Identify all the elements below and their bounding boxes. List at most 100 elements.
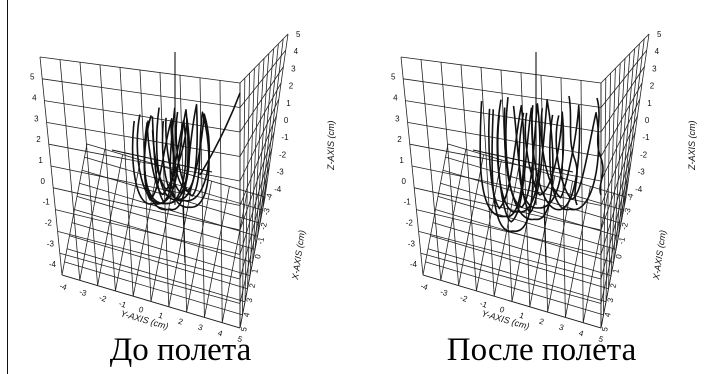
y-tick-label: -2 bbox=[459, 293, 469, 304]
z-tick-label: 0 bbox=[284, 116, 289, 125]
vertical-reference-line-lower bbox=[182, 204, 186, 264]
z-tick-label-left: -3 bbox=[47, 239, 55, 248]
movement-trace bbox=[161, 113, 211, 202]
z-tick-label-left: 0 bbox=[40, 177, 45, 186]
z-tick-label-left: 5 bbox=[30, 73, 35, 82]
gridline bbox=[600, 66, 645, 133]
gridline bbox=[580, 80, 584, 323]
movement-trace bbox=[548, 111, 600, 211]
z-tick-label: 0 bbox=[645, 116, 650, 125]
gridline bbox=[81, 169, 261, 224]
z-tick-label: -1 bbox=[642, 133, 650, 142]
x-tick-label: 1 bbox=[250, 267, 260, 274]
z-tick-label: -4 bbox=[635, 185, 643, 194]
gridline bbox=[239, 115, 277, 206]
gridline bbox=[259, 43, 279, 224]
x-tick-label: -4 bbox=[264, 192, 274, 201]
x-tick-label: 3 bbox=[245, 297, 255, 304]
gridline bbox=[409, 143, 602, 182]
z-tick-label: -3 bbox=[277, 168, 285, 177]
movement-trace-tail bbox=[568, 95, 578, 206]
gridline bbox=[74, 209, 253, 263]
movement-trace bbox=[143, 119, 187, 205]
z-tick-label-left: -3 bbox=[408, 239, 416, 248]
x-tick-label: -1 bbox=[256, 236, 266, 245]
gridline bbox=[623, 38, 645, 211]
z-tick-label: 1 bbox=[286, 99, 291, 108]
z-tick-label-left: 4 bbox=[393, 93, 398, 102]
y-tick-label: -2 bbox=[98, 293, 108, 304]
x-tick-label: -4 bbox=[625, 192, 635, 201]
gridline bbox=[239, 196, 266, 329]
x-axis-title: X-AXIS (cm) bbox=[290, 229, 307, 281]
chart-panel-after-flight: 5 4 3 2 1 0 -1 -2 -3 -4 5 4 3 2 1 0 -1 -2 -3 -4 -4 -3 -2 -1 0 1 2 3… bbox=[361, 0, 722, 374]
z-tick-label: -1 bbox=[281, 133, 289, 142]
gridline bbox=[582, 191, 609, 323]
gridline bbox=[600, 196, 627, 329]
caption-after-flight: После полета bbox=[446, 332, 637, 368]
gridline bbox=[565, 186, 591, 318]
z-tick-label: 2 bbox=[289, 82, 294, 91]
z-tick-label-left: -2 bbox=[406, 218, 414, 227]
x-tick-label: -2 bbox=[259, 221, 269, 230]
z-tick-label: -4 bbox=[274, 185, 282, 194]
z-tick-label: -2 bbox=[279, 150, 287, 159]
x-tick-label: 5 bbox=[239, 326, 249, 333]
chart-after-flight: 543210-1-2-3-4543210-1-2-3-4-4-3-2-10123… bbox=[391, 30, 697, 344]
x-tick-label: 1 bbox=[611, 267, 621, 274]
y-tick-label: 1 bbox=[518, 311, 526, 321]
y-tick-label: 1 bbox=[157, 311, 165, 321]
z-tick-label: -2 bbox=[640, 150, 648, 159]
y-tick-label: -4 bbox=[58, 281, 68, 292]
z-tick-label: 2 bbox=[650, 82, 655, 91]
gridline bbox=[239, 33, 289, 84]
x-tick-label: -3 bbox=[261, 207, 271, 216]
movement-trace-tail bbox=[199, 92, 241, 176]
x-tick-label: -2 bbox=[620, 221, 630, 230]
gridline bbox=[42, 78, 241, 108]
z-axis-title: Z-AXIS (cm) bbox=[326, 121, 336, 172]
z-tick-label-left: -4 bbox=[410, 260, 418, 269]
x-axis-title: X-AXIS (cm) bbox=[651, 229, 668, 281]
y-tick-label: -4 bbox=[419, 281, 429, 292]
x-tick-label: 2 bbox=[247, 282, 257, 289]
y-tick-label: 4 bbox=[217, 328, 225, 338]
z-tick-label-left: 1 bbox=[399, 156, 404, 165]
gridline bbox=[403, 78, 602, 108]
z-tick-label-left: -2 bbox=[45, 218, 53, 227]
z-tick-label: -3 bbox=[638, 168, 646, 177]
gridline bbox=[405, 100, 602, 133]
z-tick-label-left: -4 bbox=[49, 260, 57, 269]
z-tick-label: 3 bbox=[291, 64, 296, 73]
y-tick-label: -1 bbox=[479, 299, 489, 310]
caption-before-flight: До полета bbox=[109, 332, 252, 368]
z-tick-label: 5 bbox=[657, 30, 662, 39]
movement-trace-tail bbox=[596, 97, 604, 196]
gridline bbox=[615, 53, 631, 250]
z-tick-label: 1 bbox=[647, 99, 652, 108]
x-tick-label: 0 bbox=[614, 253, 624, 260]
y-tick-label: -3 bbox=[78, 287, 88, 298]
gridline bbox=[239, 50, 287, 108]
gridline bbox=[600, 115, 638, 206]
z-tick-label-left: 1 bbox=[38, 156, 43, 165]
z-tick-label: 3 bbox=[652, 64, 657, 73]
y-tick-label: -1 bbox=[118, 299, 128, 310]
z-tick-label-left: -1 bbox=[43, 198, 51, 207]
gridline bbox=[618, 48, 635, 237]
gridline bbox=[264, 33, 289, 198]
x-tick-label: 3 bbox=[606, 297, 616, 304]
y-tick-label: 0 bbox=[137, 305, 145, 315]
z-tick-label-left: 3 bbox=[34, 114, 39, 123]
gridline bbox=[221, 191, 248, 323]
z-axis-title: Z-AXIS (cm) bbox=[687, 121, 697, 172]
x-tick-label: -3 bbox=[622, 207, 632, 216]
gridline bbox=[435, 209, 614, 263]
gridline bbox=[46, 122, 241, 157]
z-tick-label-left: -1 bbox=[404, 198, 412, 207]
movement-trace bbox=[518, 111, 565, 209]
z-tick-label-left: 5 bbox=[391, 73, 396, 82]
gridline bbox=[219, 80, 223, 323]
chart-before-flight: 543210-1-2-3-4543210-1-2-3-4-4-3-2-10123… bbox=[30, 30, 336, 344]
gridline bbox=[600, 82, 643, 157]
